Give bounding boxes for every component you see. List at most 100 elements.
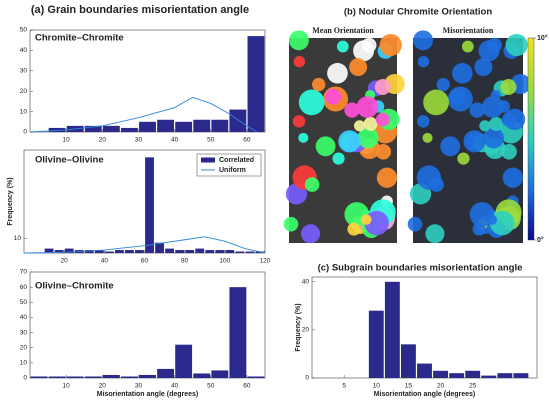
grain [417,55,430,68]
grain [407,216,423,232]
plot-frame [311,276,538,379]
grain [489,116,504,131]
bar [175,344,193,378]
colorbar-label: 0° [537,236,544,244]
bar [155,242,164,253]
grain [423,89,449,116]
bar [120,376,138,378]
bar [215,250,225,253]
grain [457,152,470,165]
grain [363,116,378,131]
grain [501,143,517,160]
bar [225,250,235,253]
grain [298,132,309,143]
bar [135,250,144,253]
y-tick-label: 30 [20,329,28,336]
map-label: Misorientation [443,26,494,35]
grain [505,33,528,57]
x-tick-label: 5 [342,383,346,390]
colorbar-label: 10° [537,34,548,42]
grain [375,143,392,160]
bar [157,368,175,378]
bar [66,376,84,378]
grain [463,130,486,153]
x-tick-label: 20 [99,137,107,144]
grain [357,127,379,149]
bar [211,370,229,378]
bar [193,373,211,378]
grain [332,152,345,165]
uniform-curve [23,236,266,254]
bar [165,248,175,253]
x-tick-label: 25 [469,383,477,390]
grain [417,115,430,128]
y-tick-label: 50 [20,27,28,34]
grain [452,62,473,84]
bar [449,373,465,378]
grain [461,40,474,53]
legend-swatch [201,157,215,163]
x-tick-label: 120 [260,258,271,265]
bar [497,373,513,378]
grain [486,214,498,225]
grain [413,30,433,51]
bar [120,127,138,132]
bar [84,376,102,378]
bar [433,370,449,378]
x-axis-label: Misorientation angle (degrees) [97,391,199,398]
bar [104,251,114,253]
legend-label: Uniform [219,167,246,174]
bar [48,376,66,378]
x-tick-label: 40 [171,137,179,144]
y-tick-label: 10 [14,235,22,242]
bar [481,375,497,378]
x-tick-label: 20 [99,383,107,390]
grain [479,120,491,132]
bar [229,287,247,378]
grain [301,224,321,244]
grain [356,96,379,118]
bar [247,376,265,378]
grain [487,37,502,53]
bar [125,250,134,253]
bar [30,376,48,378]
panel-a-title: (a) Grain boundaries misorientation angl… [31,4,249,16]
grain [500,79,517,96]
x-tick-label: 80 [181,258,189,265]
bar [193,119,211,132]
bar [465,370,481,378]
x-tick-label: 50 [207,383,215,390]
grain [501,112,516,127]
x-tick-label: 10 [63,137,71,144]
bar [102,125,120,132]
y-tick-label: 60 [20,284,28,291]
bar [368,310,384,378]
grain [353,120,366,132]
y-tick-label: 20 [20,344,28,351]
y-tick-label: 0 [305,375,309,382]
map-label: Mean Orientation [312,26,374,35]
bar [247,36,265,133]
chart-title: (c) Subgrain boundaries misorientation a… [318,263,523,274]
bar [195,248,205,253]
grain [344,102,360,118]
panel-b-title: (b) Nodular Chromite Orientation [344,7,493,18]
grain [429,177,444,192]
x-tick-label: 30 [135,383,143,390]
x-tick-label: 20 [437,383,445,390]
bar [185,250,195,253]
y-tick-label: 10 [20,360,28,367]
grain [375,112,390,127]
grain [502,167,524,188]
grain [436,77,450,92]
y-tick-label: 0 [23,129,27,136]
colorbar [527,37,535,241]
x-axis-label: Misorientation angle (degrees) [374,391,476,398]
y-tick-label: 40 [20,314,28,321]
bar [145,157,154,253]
grain [482,96,504,118]
chart-title: Olivine–Chromite [35,281,114,292]
bar [205,250,215,253]
bar [64,248,74,253]
x-tick-label: 40 [171,383,179,390]
